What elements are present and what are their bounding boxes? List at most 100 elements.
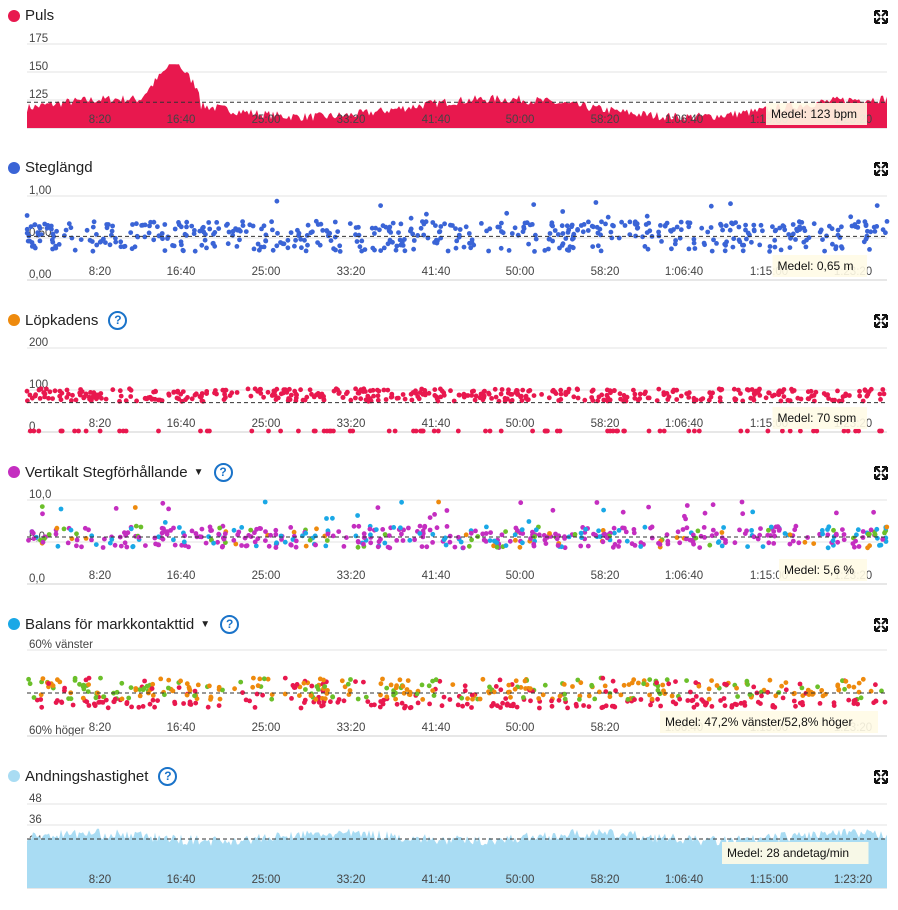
x-tick-label: 50:00 — [506, 418, 535, 430]
data-point — [585, 543, 591, 549]
data-point — [37, 238, 43, 244]
data-point — [406, 525, 411, 531]
data-point — [536, 696, 542, 701]
data-point — [378, 692, 383, 698]
data-point — [431, 693, 437, 698]
data-point — [261, 394, 266, 400]
data-point — [638, 697, 644, 702]
data-point — [147, 223, 152, 229]
expand-icon[interactable] — [874, 10, 888, 24]
steglangd-title: Steglängd — [25, 159, 93, 176]
data-point — [470, 696, 475, 702]
dropdown-caret-icon[interactable]: ▼ — [193, 467, 204, 478]
data-point — [208, 694, 214, 700]
data-point — [714, 241, 719, 246]
data-point — [142, 222, 148, 228]
data-point — [330, 694, 336, 700]
data-point — [210, 240, 216, 246]
data-point — [819, 688, 825, 693]
data-point — [683, 536, 689, 542]
data-point — [94, 232, 99, 237]
data-point — [798, 396, 804, 402]
data-point — [46, 532, 52, 537]
data-point — [103, 240, 108, 246]
x-tick-label: 25:00 — [252, 418, 281, 430]
data-point — [560, 241, 566, 247]
data-point — [721, 696, 727, 701]
data-point — [293, 538, 299, 544]
andning-chart: 4836241208:2016:4025:0033:2041:4050:0058… — [27, 793, 887, 889]
data-point — [252, 530, 257, 536]
data-point — [822, 248, 827, 254]
x-tick-label: 16:40 — [167, 418, 196, 430]
data-point — [381, 387, 387, 393]
x-tick-label: 41:40 — [422, 874, 451, 886]
data-point — [385, 241, 391, 247]
data-point — [430, 678, 435, 684]
data-point — [582, 397, 588, 403]
y-tick-label: 200 — [29, 337, 48, 349]
help-icon[interactable]: ? — [108, 311, 128, 330]
data-point — [552, 228, 558, 233]
expand-icon[interactable] — [874, 466, 888, 480]
data-point — [829, 226, 835, 232]
data-point — [195, 682, 201, 688]
data-point — [110, 387, 116, 393]
data-point — [81, 395, 87, 401]
data-point — [835, 539, 841, 545]
data-point — [503, 529, 508, 534]
data-point — [393, 696, 398, 702]
data-point — [388, 394, 394, 400]
data-point — [722, 241, 728, 247]
panel-title-text: Löpkadens — [25, 312, 99, 329]
data-point — [184, 219, 190, 225]
data-point — [459, 695, 465, 701]
data-point — [303, 543, 309, 549]
data-point — [150, 697, 156, 703]
expand-icon[interactable] — [874, 770, 888, 784]
data-point — [331, 246, 336, 252]
help-icon[interactable]: ? — [213, 463, 233, 482]
data-point — [187, 699, 193, 705]
data-point — [825, 392, 830, 398]
data-point — [835, 683, 841, 689]
data-point — [401, 690, 407, 696]
dropdown-caret-icon[interactable]: ▼ — [200, 619, 211, 630]
data-point — [217, 696, 223, 702]
data-point — [799, 700, 805, 705]
data-point — [503, 543, 509, 548]
data-point — [642, 244, 648, 249]
data-point — [850, 541, 856, 546]
data-point — [156, 534, 162, 540]
help-icon[interactable]: ? — [220, 615, 240, 634]
data-point — [142, 678, 148, 684]
data-point — [671, 387, 677, 393]
data-point — [199, 526, 205, 532]
data-point — [55, 677, 60, 683]
data-point — [791, 698, 797, 704]
data-point — [574, 703, 579, 709]
help-icon[interactable]: ? — [158, 767, 178, 786]
data-point — [382, 532, 388, 537]
expand-icon[interactable] — [874, 162, 888, 176]
data-point — [708, 225, 714, 230]
data-point — [518, 500, 524, 506]
data-point — [133, 687, 139, 693]
data-point — [808, 388, 814, 394]
data-point — [292, 243, 297, 249]
data-point — [182, 231, 188, 237]
data-point — [35, 230, 41, 236]
balans-title: Balans för markkontakttid ▼? — [25, 615, 240, 634]
data-point — [415, 233, 421, 238]
data-point — [732, 540, 738, 546]
data-point — [466, 543, 472, 549]
expand-icon[interactable] — [874, 314, 888, 328]
data-point — [647, 692, 652, 698]
data-point — [733, 220, 738, 226]
data-point — [787, 245, 793, 251]
expand-icon[interactable] — [874, 618, 888, 632]
data-point — [249, 428, 255, 434]
data-point — [259, 226, 264, 232]
data-point — [430, 531, 436, 537]
data-point — [402, 396, 408, 402]
